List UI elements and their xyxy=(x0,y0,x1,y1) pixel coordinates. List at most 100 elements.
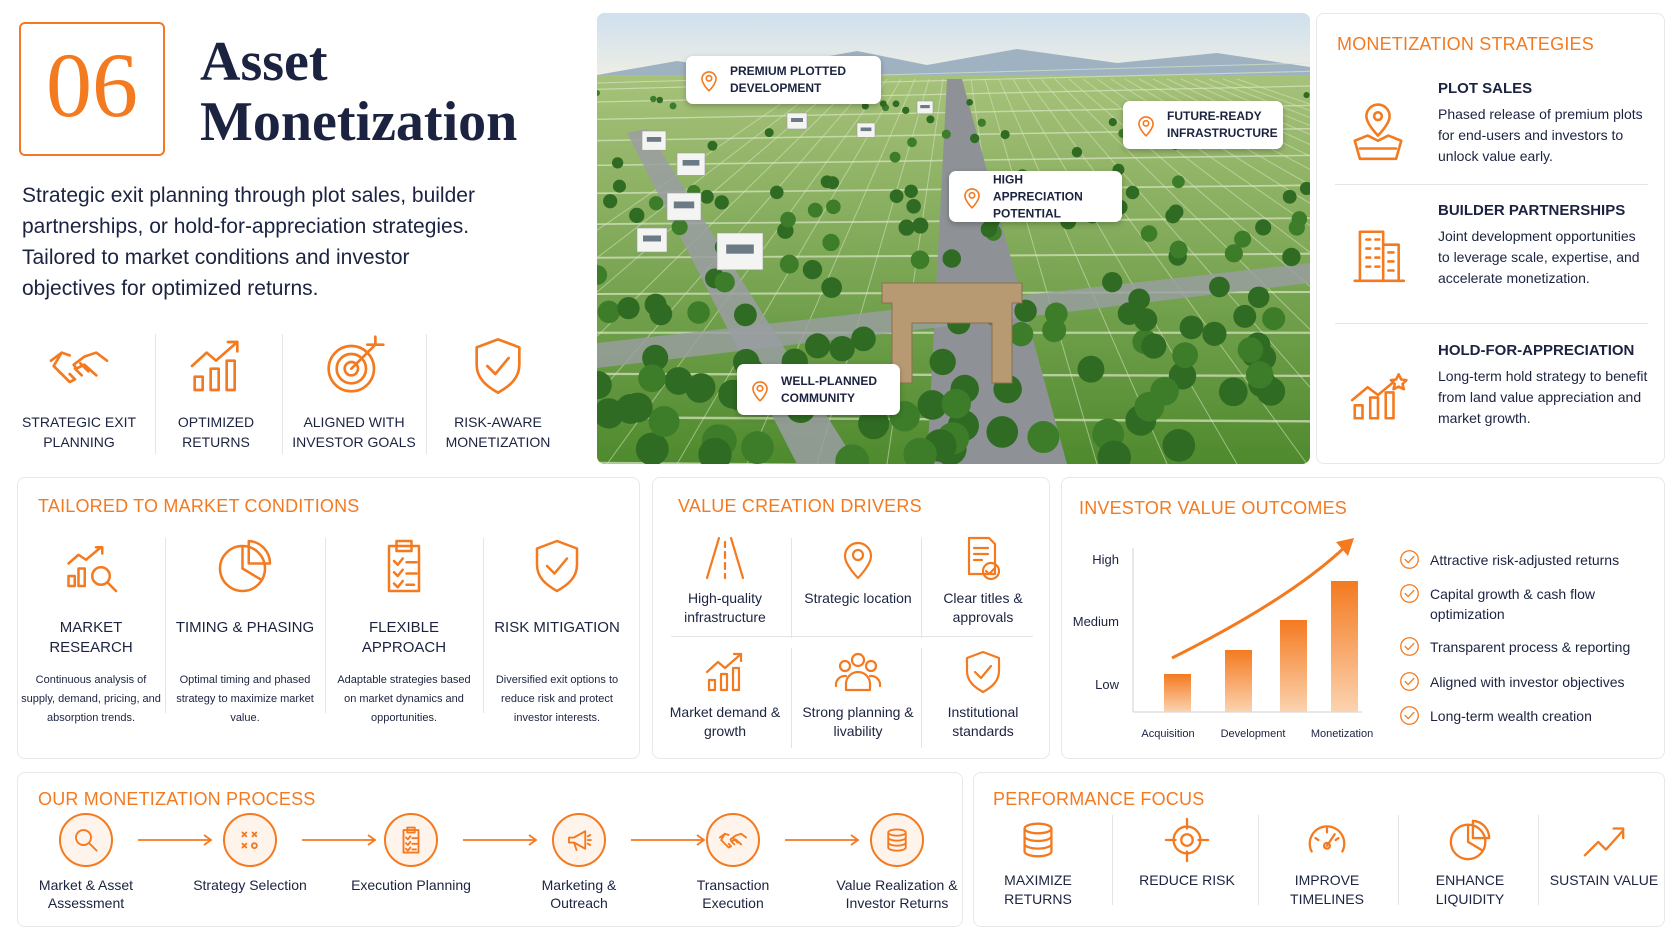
tree xyxy=(1108,118,1117,127)
tree xyxy=(1202,321,1227,346)
tree xyxy=(664,367,693,395)
divider xyxy=(165,538,166,713)
house-window xyxy=(646,137,662,142)
house-window xyxy=(920,105,930,109)
icon-shape xyxy=(1353,103,1403,161)
tree xyxy=(649,302,673,326)
icon xyxy=(965,650,1001,694)
tree xyxy=(912,217,929,234)
tree xyxy=(879,100,887,108)
tree xyxy=(764,128,774,138)
outcome-text: Long-term wealth creation xyxy=(1430,708,1592,724)
driver-label: High-quality infrastructure xyxy=(684,590,766,625)
divider xyxy=(426,334,427,454)
divider xyxy=(155,334,156,454)
tree xyxy=(597,265,608,285)
performance-panel: PERFORMANCE FOCUS MAXIMIZE RETURNS REDUCE … xyxy=(973,772,1665,927)
plot-line xyxy=(1012,78,1238,464)
divider xyxy=(671,636,1033,637)
icon xyxy=(475,338,521,394)
icon xyxy=(1583,827,1625,857)
icon xyxy=(843,541,873,580)
tree xyxy=(638,364,666,393)
tree xyxy=(1117,302,1141,325)
item-text: Diversified exit options to reduce risk … xyxy=(495,674,619,724)
icon-shape xyxy=(1400,550,1419,569)
icon xyxy=(49,351,109,384)
image-callout: HIGH APPRECIATION POTENTIAL xyxy=(949,171,1122,222)
drivers-panel: VALUE CREATION DRIVERS High-quality infra… xyxy=(652,477,1050,759)
step-circle xyxy=(384,813,438,867)
divider xyxy=(921,538,922,638)
icon xyxy=(1353,103,1403,161)
tree xyxy=(892,100,900,108)
tree xyxy=(1209,276,1230,298)
focus-label: ENHANCE LIQUIDITY xyxy=(1435,872,1505,907)
icon xyxy=(705,652,743,692)
tree xyxy=(1218,377,1248,407)
tree xyxy=(889,151,901,163)
step-label: Market & Asset Assessment xyxy=(38,877,134,911)
icon-shape xyxy=(1400,672,1419,691)
plot-line xyxy=(1040,78,1310,388)
icon-shape xyxy=(241,831,258,850)
panel-title: VALUE CREATION DRIVERS xyxy=(678,496,922,516)
icon-shape xyxy=(402,826,420,854)
icon-shape xyxy=(49,351,109,384)
driver-label: Market demand & growth xyxy=(669,704,781,739)
strategy-title: HOLD-FOR-APPRECIATION xyxy=(1438,342,1635,359)
tree xyxy=(656,96,664,104)
icon xyxy=(887,828,907,852)
icon xyxy=(568,830,592,851)
tree xyxy=(1014,299,1037,323)
icon-shape xyxy=(1400,706,1419,725)
divider xyxy=(1335,184,1648,185)
house-window xyxy=(726,244,754,254)
y-axis-label: Low xyxy=(1095,677,1119,692)
tree xyxy=(1027,421,1060,454)
icon-shape xyxy=(218,539,272,593)
driver-label: Clear titles & approvals xyxy=(943,590,1023,625)
strategies-panel: MONETIZATION STRATEGIES PLOT SALES Phased … xyxy=(1316,13,1665,464)
step-arrow xyxy=(463,834,538,846)
callout-label: PREMIUM PLOTTED DEVELOPMENT xyxy=(730,64,846,95)
tree xyxy=(1077,355,1105,383)
divider xyxy=(1398,815,1399,905)
highlight-label: ALIGNED WITH INVESTOR GOALS xyxy=(292,414,416,450)
process-panel: OUR MONETIZATION PROCESS Market & Asset A… xyxy=(17,772,963,927)
arrow-line xyxy=(302,834,377,846)
number-box xyxy=(19,22,165,156)
tree xyxy=(861,102,869,110)
item-title: RISK MITIGATION xyxy=(494,619,620,636)
tree xyxy=(889,189,904,204)
focus-label: MAXIMIZE RETURNS xyxy=(1004,872,1072,907)
tree xyxy=(902,106,910,115)
highlight-label: RISK-AWARE MONETIZATION xyxy=(445,414,551,450)
icon-shape xyxy=(834,652,882,692)
icon-shape xyxy=(887,828,907,852)
tree xyxy=(1097,440,1132,464)
icon-shape xyxy=(1308,825,1346,853)
tree xyxy=(1233,304,1257,328)
icon xyxy=(1164,817,1210,863)
tree xyxy=(650,95,657,103)
driver-label: Institutional standards xyxy=(947,704,1019,739)
tree xyxy=(1237,337,1264,363)
tree xyxy=(1165,208,1181,224)
icon-shape xyxy=(718,832,748,849)
x-axis-label: Acquisition xyxy=(1141,728,1195,740)
icon xyxy=(1023,822,1053,858)
tree xyxy=(1141,333,1167,359)
tree xyxy=(1042,318,1067,343)
tree xyxy=(829,335,855,362)
tree xyxy=(1071,146,1083,158)
tree xyxy=(1179,315,1204,340)
icon xyxy=(190,340,239,392)
tree xyxy=(1000,129,1010,140)
icon xyxy=(218,539,272,593)
icon-shape xyxy=(705,536,745,580)
icon-shape xyxy=(967,536,1001,581)
tree xyxy=(1282,247,1301,267)
callout-label: HIGH APPRECIATION POTENTIAL xyxy=(993,172,1083,220)
tree xyxy=(826,176,840,190)
